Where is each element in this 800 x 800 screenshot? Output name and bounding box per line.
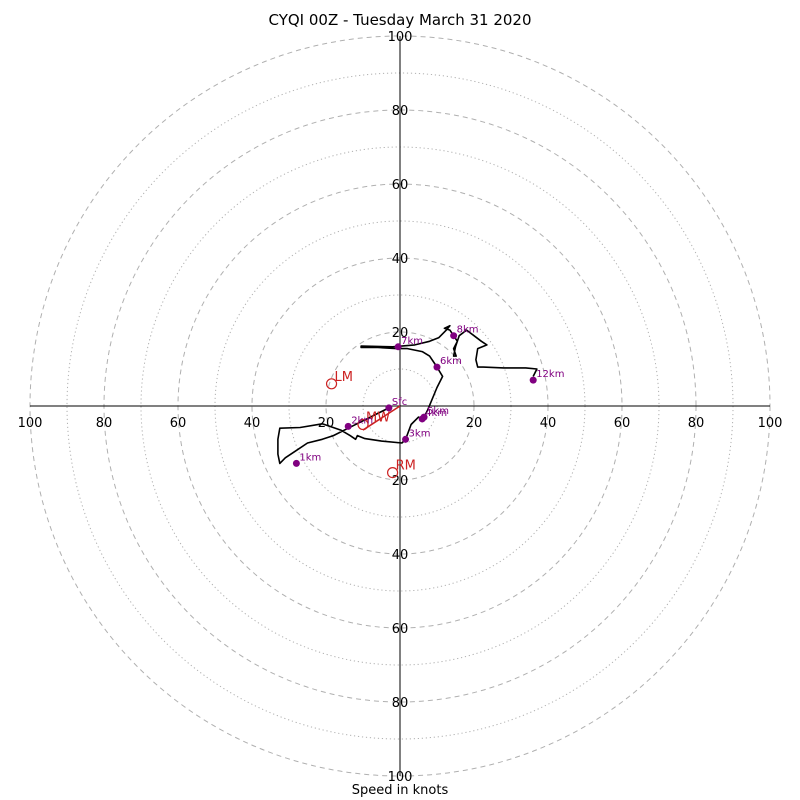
storm-motion-markers: LM RM MW [325, 370, 416, 479]
y-tick-label: 80 [392, 104, 409, 119]
chart-title: CYQI 00Z - Tuesday March 31 2020 [268, 11, 532, 29]
height-marker [292, 459, 300, 467]
height-label: 12km [536, 369, 564, 380]
height-label: 7km [401, 336, 423, 347]
height-label: Sfc [392, 397, 407, 408]
x-tick-label: 20 [466, 416, 483, 431]
storm-motion-marker [387, 467, 399, 479]
y-tick-label: 20 [392, 326, 409, 341]
x-tick-label: 40 [244, 416, 261, 431]
y-tick-label: 100 [388, 770, 413, 785]
height-marker [450, 332, 458, 340]
x-tick-label: 80 [688, 416, 705, 431]
height-marker [385, 404, 393, 412]
wind-trace-line [277, 324, 538, 465]
height-label: 8km [457, 325, 479, 336]
height-label: 5km [427, 406, 449, 417]
wind-trace [277, 324, 538, 465]
height-label: 2km [351, 415, 373, 426]
storm-motion-label: LM [335, 370, 353, 385]
height-marker [420, 413, 428, 421]
height-label: 1km [299, 452, 321, 463]
height-label: 3km [409, 428, 431, 439]
axis-tick-labels: 1001008080606040402020202040406060808010… [18, 30, 783, 785]
height-label: 4km [425, 408, 447, 419]
height-marker [402, 435, 410, 443]
y-tick-label: 60 [392, 178, 409, 193]
storm-motion-label: MW [366, 411, 390, 426]
y-tick-label: 60 [392, 622, 409, 637]
height-label: 6km [440, 356, 462, 367]
y-tick-label: 100 [388, 30, 413, 45]
x-tick-label: 60 [170, 416, 187, 431]
storm-motion-marker [357, 418, 369, 431]
x-tick-label: 40 [540, 416, 557, 431]
y-tick-label: 20 [392, 474, 409, 489]
x-tick-label: 60 [614, 416, 631, 431]
x-tick-label: 80 [96, 416, 113, 431]
x-tick-label: 100 [18, 416, 43, 431]
height-marker [433, 363, 441, 371]
storm-motion-label: RM [396, 459, 416, 474]
height-marker [529, 376, 537, 384]
mean-wind-vector [362, 405, 401, 431]
x-axis-label: Speed in knots [351, 783, 449, 798]
height-marker [344, 422, 352, 430]
y-tick-label: 40 [392, 252, 409, 267]
y-tick-label: 80 [392, 696, 409, 711]
x-tick-label: 100 [758, 416, 783, 431]
storm-motion-marker [325, 378, 338, 390]
y-tick-label: 40 [392, 548, 409, 563]
height-marker [394, 343, 402, 351]
